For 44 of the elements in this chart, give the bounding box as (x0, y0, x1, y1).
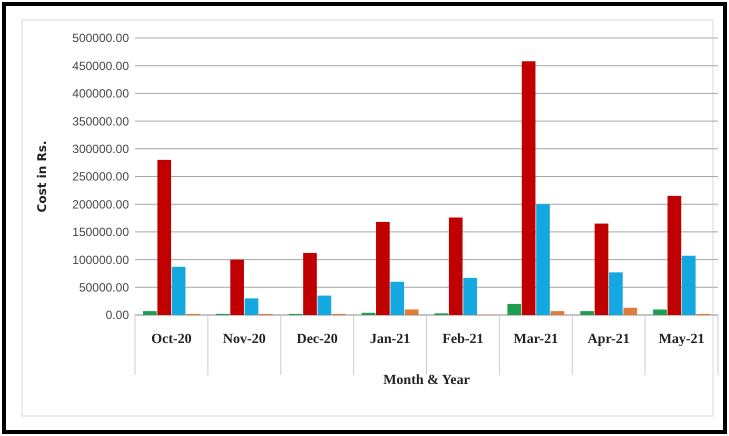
x-tick-label: Jan-21 (370, 332, 410, 347)
bar (594, 224, 608, 315)
bar (157, 160, 172, 315)
x-tick-label: Nov-20 (222, 332, 266, 347)
bar (172, 266, 186, 315)
bar (463, 278, 477, 315)
y-tick-label: 500000.00 (72, 31, 130, 46)
bar (244, 298, 258, 315)
y-axis-title: Cost in Rs. (35, 140, 49, 212)
y-tick-label: 200000.00 (72, 197, 130, 212)
bar (230, 260, 244, 315)
y-tick-label: 150000.00 (72, 225, 130, 240)
bar (376, 222, 390, 315)
x-tick-label: Feb-21 (442, 332, 484, 347)
bar (682, 256, 696, 315)
bar (580, 311, 594, 315)
x-tick-label: Oct-20 (151, 332, 192, 347)
y-tick-label: 300000.00 (72, 142, 130, 156)
y-tick-label: 250000.00 (72, 170, 130, 184)
bar (653, 309, 667, 315)
x-tick-label: Dec-20 (296, 332, 338, 347)
bar (609, 272, 623, 315)
bar (522, 61, 536, 315)
y-tick-label: 100000.00 (72, 252, 130, 267)
x-tick-label: Mar-21 (514, 332, 558, 347)
bar (404, 309, 418, 315)
x-tick-label: May-21 (658, 332, 705, 347)
bar (550, 311, 564, 315)
bar (303, 252, 317, 315)
x-axis-title: Month & Year (383, 373, 470, 388)
y-tick-label: 400000.00 (72, 86, 130, 101)
bar (623, 308, 638, 315)
bar (448, 217, 463, 315)
y-tick-label: 50000.00 (78, 280, 130, 294)
y-tick-label: 350000.00 (72, 114, 130, 128)
y-tick-label: 450000.00 (72, 58, 130, 73)
bar (507, 304, 522, 315)
bar (143, 311, 157, 315)
y-tick-label: 0.00 (106, 308, 130, 322)
x-tick-label: Apr-21 (588, 332, 630, 347)
bar (536, 204, 550, 315)
bar (390, 282, 404, 315)
bar (318, 296, 332, 315)
bar (668, 196, 682, 315)
